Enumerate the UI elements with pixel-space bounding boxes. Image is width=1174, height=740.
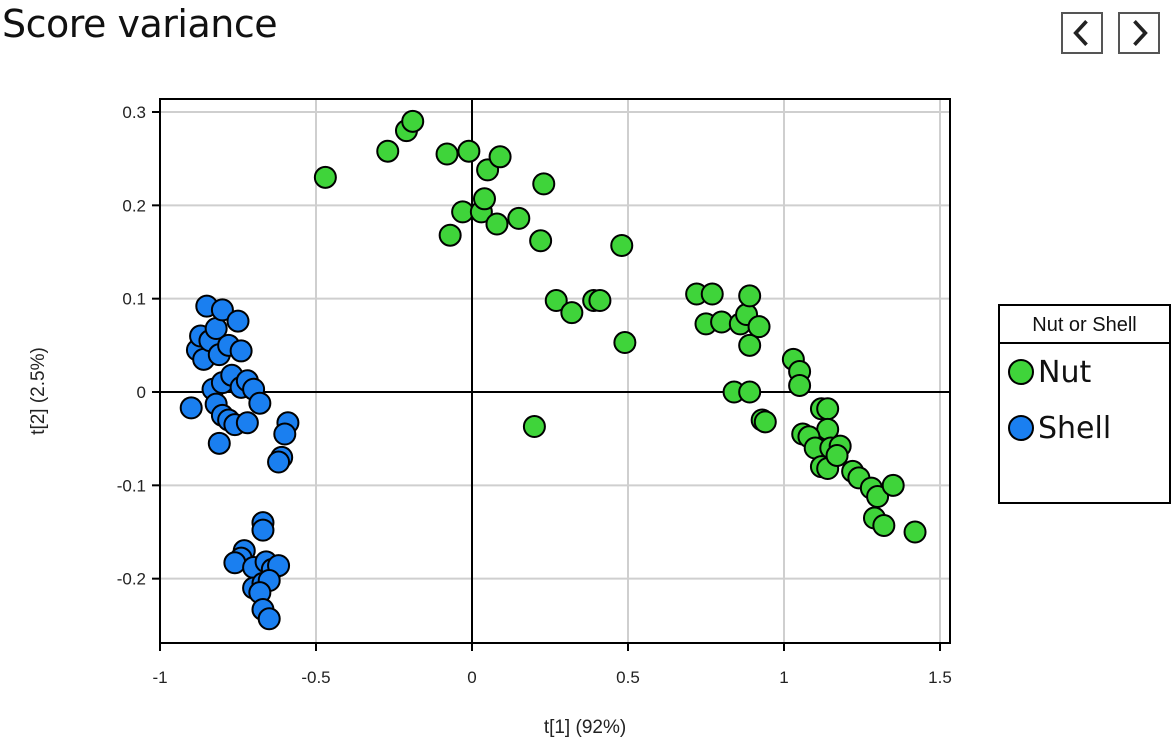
legend-item-shell[interactable]: Shell (1000, 400, 1169, 456)
data-point-nut (588, 289, 612, 313)
data-point-nut (435, 142, 459, 166)
data-point-nut (401, 109, 425, 133)
x-tick-label: 0 (467, 668, 476, 687)
data-point-nut (747, 315, 771, 339)
data-point-nut (872, 513, 896, 537)
data-point-shell (257, 607, 281, 631)
x-tick-label: 0.5 (616, 668, 640, 687)
legend-label-shell: Shell (1038, 410, 1112, 446)
chevron-left-icon (1073, 20, 1088, 46)
plot-frame (159, 98, 951, 644)
data-point-nut (700, 282, 724, 306)
data-point-shell (223, 551, 247, 575)
data-point-shell (251, 518, 275, 542)
data-point-shell (226, 309, 250, 333)
legend-title: Nut or Shell (1000, 306, 1169, 344)
data-point-nut (488, 145, 512, 169)
data-point-nut (738, 333, 762, 357)
x-axis-title: t[1] (92%) (544, 717, 626, 738)
data-point-nut (532, 172, 556, 196)
data-point-nut (610, 233, 634, 257)
data-point-shell (235, 411, 259, 435)
data-point-shell (179, 396, 203, 420)
x-tick-label: 1 (779, 668, 788, 687)
y-axis-title: t[2] (2.5%) (28, 347, 49, 435)
data-point-nut (788, 373, 812, 397)
data-point-nut (816, 397, 840, 421)
x-tick-label: -0.5 (301, 668, 330, 687)
data-point-shell (229, 339, 253, 363)
data-point-nut (313, 165, 337, 189)
chevron-right-icon (1133, 20, 1148, 46)
y-tick-label: 0 (137, 383, 146, 402)
data-point-nut (753, 410, 777, 434)
data-point-shell (267, 450, 291, 474)
legend-label-nut: Nut (1038, 354, 1092, 390)
legend-item-nut[interactable]: Nut (1000, 344, 1169, 400)
data-point-nut (560, 301, 584, 325)
page-title: Score variance (2, 2, 278, 46)
data-point-nut (738, 380, 762, 404)
data-point-nut (825, 443, 849, 467)
scatter-plot: -1 -0.5 0 0.5 1 1.5 -0.2 -0.1 0 0.1 0.2 0.3 t[1] (92… (28, 98, 952, 738)
data-point-nut (903, 520, 927, 544)
data-point-nut (522, 415, 546, 439)
y-tick-label: 0.3 (122, 103, 146, 122)
data-point-nut (881, 473, 905, 497)
data-point-shell (207, 431, 231, 455)
data-point-nut (438, 223, 462, 247)
data-point-nut (529, 229, 553, 253)
previous-button[interactable] (1061, 12, 1103, 54)
data-point-nut (738, 284, 762, 308)
legend-swatch-nut (1008, 359, 1034, 385)
data-point-nut (710, 310, 734, 334)
legend: Nut or Shell Nut Shell (998, 304, 1171, 504)
data-point-nut (457, 139, 481, 163)
data-point-shell (210, 298, 234, 322)
y-tick-label: 0.2 (122, 196, 146, 215)
data-point-nut (485, 212, 509, 236)
legend-swatch-shell (1008, 415, 1034, 441)
data-point-nut (376, 139, 400, 163)
data-point-shell (248, 391, 272, 415)
data-point-nut (507, 206, 531, 230)
data-point-shell (273, 422, 297, 446)
y-tick-label: -0.1 (117, 476, 146, 495)
next-button[interactable] (1118, 12, 1160, 54)
data-point-nut (544, 289, 568, 313)
y-tick-label: 0.1 (122, 290, 146, 309)
y-tick-label: -0.2 (117, 570, 146, 589)
data-point-nut (472, 187, 496, 211)
data-point-nut (613, 331, 637, 355)
x-tick-label: -1 (152, 668, 167, 687)
x-tick-label: 1.5 (928, 668, 952, 687)
